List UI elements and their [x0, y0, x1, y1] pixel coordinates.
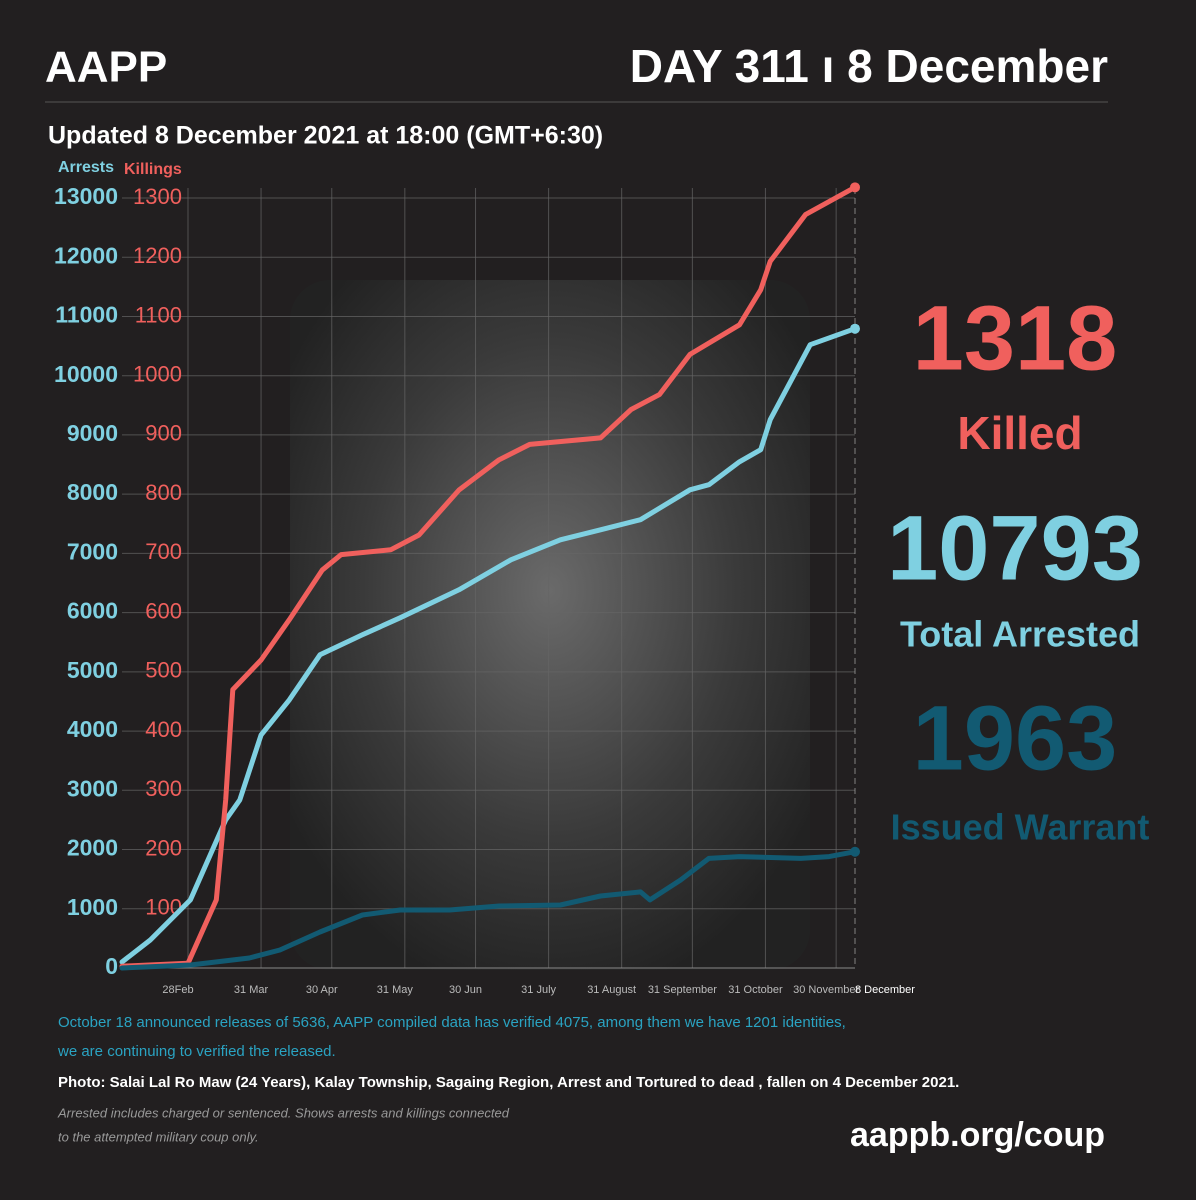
- end-point: [850, 323, 860, 334]
- y-axis-title: Arrests: [58, 159, 114, 176]
- y2-tick-label: 1200: [133, 243, 182, 268]
- x-tick-label: 30 Jun: [449, 984, 482, 996]
- url: aappb.org/coup: [850, 1116, 1105, 1154]
- y-tick-label: 12000: [54, 242, 118, 268]
- stat-value: 10793: [887, 497, 1143, 599]
- y-tick-label: 3000: [67, 775, 118, 801]
- y2-tick-label: 300: [145, 776, 182, 801]
- day-title: DAY 311 ı 8 December: [630, 40, 1108, 92]
- y2-tick-label: 900: [145, 421, 182, 446]
- series-line: [119, 849, 858, 971]
- y-tick-label: 8000: [67, 479, 118, 505]
- y2-tick-label: 1000: [133, 362, 182, 387]
- stat-value: 1963: [913, 687, 1118, 789]
- y-tick-label: 5000: [67, 657, 118, 683]
- y-tick-label: 9000: [67, 420, 118, 446]
- footnote: to the attempted military coup only.: [58, 1129, 259, 1144]
- y-tick-label: 10000: [54, 361, 118, 387]
- footnote: Arrested includes charged or sentenced. …: [57, 1105, 510, 1120]
- y-tick-label: 13000: [54, 183, 118, 209]
- x-tick-label: 31 July: [521, 984, 556, 996]
- x-tick-label: 8 December: [855, 984, 915, 996]
- logo: AAPP: [45, 43, 167, 92]
- y2-tick-label: 1300: [133, 184, 182, 209]
- end-point: [850, 846, 860, 857]
- x-tick-label: 31 May: [377, 984, 414, 996]
- y2-tick-label: 800: [145, 480, 182, 505]
- stat-label: Killed: [957, 407, 1082, 459]
- note: we are continuing to verified the releas…: [57, 1043, 336, 1060]
- y-tick-label: 0: [105, 953, 118, 979]
- y-tick-label: 11000: [55, 302, 118, 328]
- y-tick-label: 2000: [67, 835, 118, 861]
- series-line: [119, 326, 858, 965]
- y-tick-label: 6000: [67, 598, 118, 624]
- x-tick-label: 31 October: [728, 984, 783, 996]
- note: October 18 announced releases of 5636, A…: [58, 1014, 846, 1031]
- stat-label: Total Arrested: [900, 614, 1140, 655]
- end-point: [850, 182, 860, 193]
- y-tick-label: 4000: [67, 716, 118, 742]
- x-tick-label: 28Feb: [162, 984, 193, 996]
- stat-value: 1318: [913, 287, 1118, 389]
- y2-tick-label: 700: [145, 539, 182, 564]
- stat-label: Issued Warrant: [891, 807, 1150, 848]
- x-tick-label: 30 Apr: [306, 984, 338, 996]
- photo: [290, 280, 810, 970]
- y2-axis-title: Killings: [124, 161, 182, 178]
- y2-tick-label: 600: [145, 598, 182, 623]
- x-tick-label: 31 September: [648, 984, 717, 996]
- y2-tick-label: 400: [145, 717, 182, 742]
- y2-tick-label: 200: [145, 835, 182, 860]
- y-tick-label: 1000: [67, 894, 118, 920]
- y2-tick-label: 500: [145, 658, 182, 683]
- x-tick-label: 30 November: [793, 984, 859, 996]
- y2-tick-label: 1100: [135, 302, 182, 327]
- y-tick-label: 7000: [67, 538, 118, 564]
- x-tick-label: 31 August: [587, 984, 636, 996]
- series-line: [119, 184, 858, 969]
- x-tick-label: 31 Mar: [234, 984, 269, 996]
- updated: Updated 8 December 2021 at 18:00 (GMT+6:…: [48, 122, 603, 150]
- photo-credit: Photo: Salai Lal Ro Maw (24 Years), Kala…: [58, 1074, 959, 1091]
